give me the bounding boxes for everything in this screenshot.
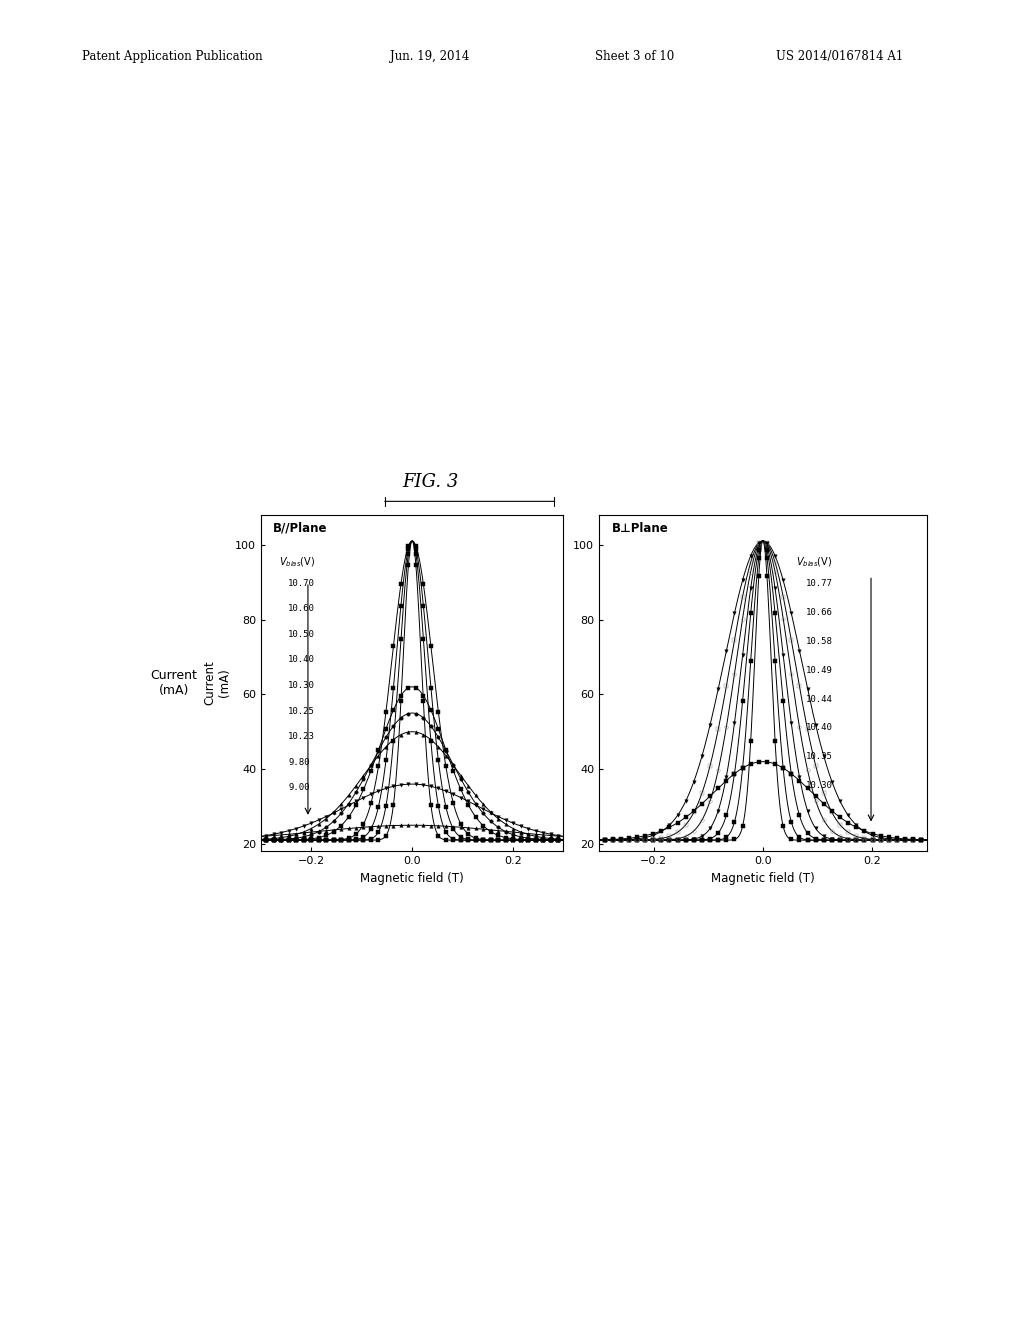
Text: 9.80: 9.80 xyxy=(289,758,310,767)
Text: 10.60: 10.60 xyxy=(289,605,315,614)
Text: $V_{bias}$(V): $V_{bias}$(V) xyxy=(280,556,315,569)
Text: Patent Application Publication: Patent Application Publication xyxy=(82,50,262,63)
Text: 10.40: 10.40 xyxy=(806,723,833,733)
Text: 10.77: 10.77 xyxy=(806,578,833,587)
Text: FIG. 3: FIG. 3 xyxy=(401,473,459,491)
Text: 10.58: 10.58 xyxy=(806,636,833,645)
Text: 10.44: 10.44 xyxy=(806,694,833,704)
Text: 10.23: 10.23 xyxy=(289,733,315,742)
Text: Current
(mA): Current (mA) xyxy=(151,669,198,697)
X-axis label: Magnetic field (T): Magnetic field (T) xyxy=(711,871,815,884)
Text: 10.49: 10.49 xyxy=(806,665,833,675)
Text: Sheet 3 of 10: Sheet 3 of 10 xyxy=(595,50,675,63)
Text: Jun. 19, 2014: Jun. 19, 2014 xyxy=(390,50,470,63)
Y-axis label: Current
(mA): Current (mA) xyxy=(203,661,231,705)
Text: 10.40: 10.40 xyxy=(289,656,315,664)
Text: B⊥Plane: B⊥Plane xyxy=(612,521,669,535)
Text: US 2014/0167814 A1: US 2014/0167814 A1 xyxy=(776,50,903,63)
Text: 10.30: 10.30 xyxy=(806,781,833,791)
X-axis label: Magnetic field (T): Magnetic field (T) xyxy=(360,871,464,884)
Text: 10.50: 10.50 xyxy=(289,630,315,639)
Text: 10.70: 10.70 xyxy=(289,578,315,587)
Text: 10.66: 10.66 xyxy=(806,607,833,616)
Text: 10.25: 10.25 xyxy=(289,706,315,715)
Text: $V_{bias}$(V): $V_{bias}$(V) xyxy=(796,556,831,569)
Text: 10.30: 10.30 xyxy=(289,681,315,690)
Text: B//Plane: B//Plane xyxy=(273,521,328,535)
Text: 9.00: 9.00 xyxy=(289,783,310,792)
Text: 10.35: 10.35 xyxy=(806,752,833,762)
